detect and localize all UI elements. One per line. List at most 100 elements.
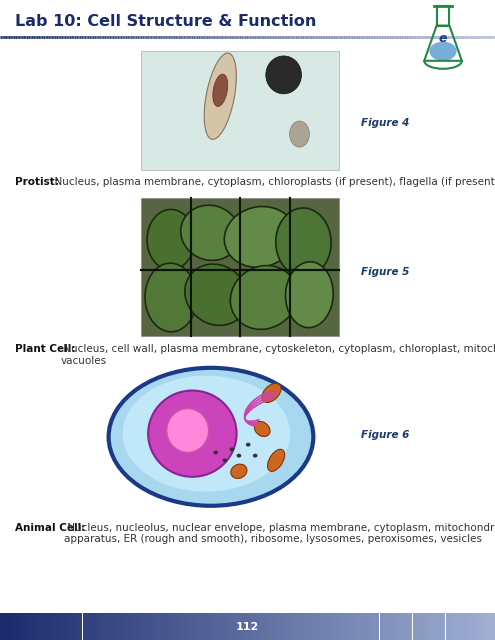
Bar xyxy=(313,613,315,640)
Bar xyxy=(251,613,252,640)
Bar xyxy=(393,613,395,640)
Bar xyxy=(297,613,298,640)
Bar xyxy=(333,613,335,640)
Bar xyxy=(464,613,465,640)
Bar xyxy=(388,613,390,640)
Bar xyxy=(104,613,105,640)
Bar xyxy=(426,613,427,640)
Bar xyxy=(454,613,455,640)
Bar xyxy=(23,613,25,640)
Bar xyxy=(129,613,130,640)
Bar xyxy=(63,613,64,640)
Bar xyxy=(3,613,5,640)
Bar xyxy=(10,613,11,640)
Bar xyxy=(414,613,416,640)
Bar xyxy=(492,613,494,640)
Bar xyxy=(214,613,216,640)
Bar xyxy=(36,613,38,640)
Bar xyxy=(340,613,342,640)
Bar xyxy=(223,613,224,640)
Bar xyxy=(35,613,36,640)
Bar xyxy=(279,613,281,640)
Bar xyxy=(375,613,376,640)
Bar xyxy=(396,613,397,640)
Bar xyxy=(199,613,201,640)
Bar xyxy=(73,613,74,640)
Bar xyxy=(167,613,168,640)
Bar xyxy=(462,613,464,640)
Bar xyxy=(449,613,450,640)
Ellipse shape xyxy=(148,390,237,477)
Text: Figure 6: Figure 6 xyxy=(361,430,410,440)
Bar xyxy=(64,613,66,640)
Bar xyxy=(74,613,76,640)
Bar xyxy=(474,613,475,640)
Bar xyxy=(444,613,446,640)
Bar xyxy=(59,613,61,640)
Bar xyxy=(107,613,109,640)
Bar xyxy=(431,613,432,640)
Bar xyxy=(144,613,145,640)
Bar xyxy=(8,613,10,640)
Bar xyxy=(16,613,18,640)
Bar xyxy=(61,613,63,640)
Bar xyxy=(6,613,8,640)
Bar xyxy=(86,613,88,640)
Ellipse shape xyxy=(430,42,457,61)
Bar xyxy=(192,613,193,640)
Bar xyxy=(287,613,289,640)
Bar xyxy=(203,613,204,640)
Bar xyxy=(380,613,381,640)
Bar xyxy=(332,613,333,640)
Bar xyxy=(417,613,419,640)
Bar xyxy=(188,613,190,640)
Bar xyxy=(185,613,187,640)
Bar xyxy=(127,613,129,640)
Ellipse shape xyxy=(286,262,333,328)
Bar xyxy=(100,613,102,640)
Bar xyxy=(348,613,350,640)
Ellipse shape xyxy=(254,421,270,436)
Text: Plant Cell:: Plant Cell: xyxy=(15,344,75,355)
Bar xyxy=(198,613,199,640)
Ellipse shape xyxy=(230,447,234,451)
Bar xyxy=(485,613,487,640)
Bar xyxy=(141,198,339,336)
Bar xyxy=(470,613,472,640)
Bar xyxy=(137,613,139,640)
Bar xyxy=(427,613,429,640)
Bar xyxy=(350,613,351,640)
Ellipse shape xyxy=(262,383,281,403)
Bar xyxy=(446,613,447,640)
Bar xyxy=(360,613,361,640)
Bar xyxy=(120,613,122,640)
Bar xyxy=(135,613,137,640)
Ellipse shape xyxy=(167,408,209,452)
Bar xyxy=(320,613,322,640)
Bar xyxy=(475,613,477,640)
Bar xyxy=(317,613,318,640)
Bar xyxy=(139,613,140,640)
Bar xyxy=(46,613,48,640)
Bar xyxy=(432,613,434,640)
Bar xyxy=(53,613,54,640)
Ellipse shape xyxy=(230,266,297,330)
Bar xyxy=(363,613,365,640)
Bar xyxy=(165,613,167,640)
Bar xyxy=(378,613,380,640)
Bar xyxy=(261,613,262,640)
Bar xyxy=(50,613,51,640)
Text: 112: 112 xyxy=(236,621,259,632)
Bar xyxy=(356,613,358,640)
Ellipse shape xyxy=(246,443,250,447)
Bar xyxy=(259,613,261,640)
Bar xyxy=(162,613,163,640)
Bar xyxy=(346,613,348,640)
Bar xyxy=(33,613,35,640)
Bar xyxy=(412,613,414,640)
Bar xyxy=(409,613,411,640)
Bar xyxy=(286,613,287,640)
Bar xyxy=(201,613,203,640)
Bar xyxy=(274,613,276,640)
Bar xyxy=(429,613,431,640)
